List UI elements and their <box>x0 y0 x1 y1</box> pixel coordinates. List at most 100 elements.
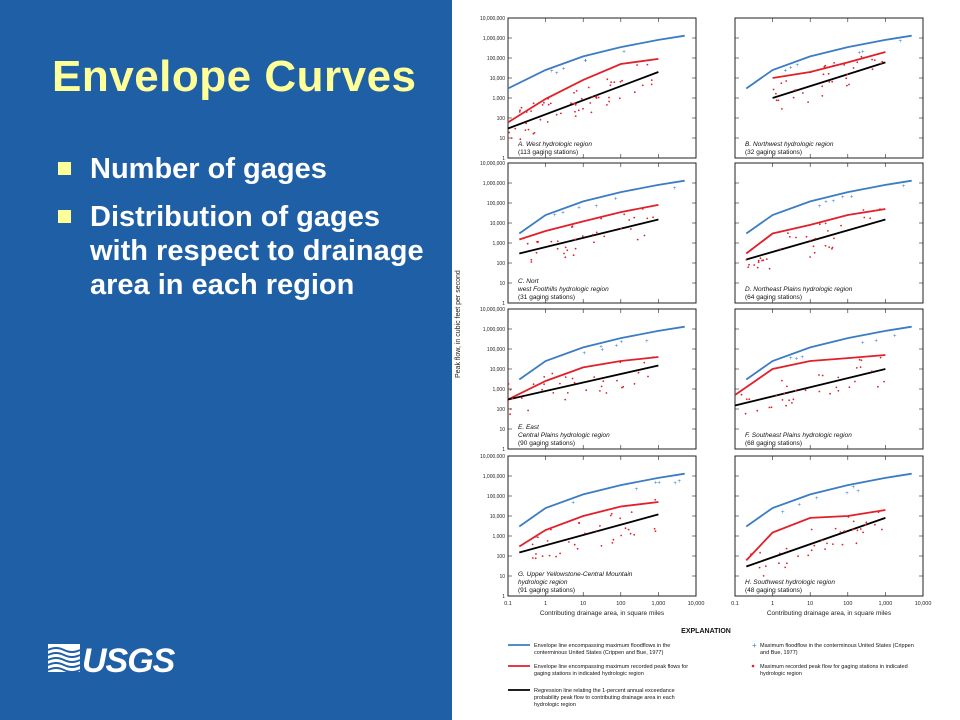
national-max-point: + <box>622 50 626 56</box>
x-tick-label: 1 <box>544 601 547 607</box>
regional-peak-point <box>530 261 533 263</box>
regional-peak-point <box>775 92 777 95</box>
regional-peak-point <box>786 562 788 565</box>
x-tick-label: 10 <box>807 601 813 607</box>
regional-peak-point <box>859 528 862 530</box>
y-tick-label: 100,000 <box>487 494 505 500</box>
national-envelope-line <box>745 179 912 235</box>
regional-peak-point <box>509 388 512 391</box>
regional-peak-point <box>764 565 767 568</box>
national-max-point: + <box>874 338 878 344</box>
x-tick-label: 1,000 <box>652 601 666 607</box>
regional-peak-point <box>877 385 879 388</box>
regional-peak-point <box>550 240 553 243</box>
national-max-point: + <box>599 345 603 351</box>
national-max-point: + <box>893 334 897 340</box>
bullet-text: Number of gages <box>90 153 327 185</box>
y-tick-label: 100,000 <box>487 347 505 353</box>
chart-panel-e: 1 10 100 1,000 10,000 100,000 1,000,000 10,000,… <box>480 307 697 453</box>
regional-peak-point <box>636 64 638 66</box>
regional-envelope-line <box>734 354 886 396</box>
regional-peak-point <box>573 543 576 546</box>
regional-peak-point <box>546 121 549 123</box>
national-max-point: + <box>673 481 677 487</box>
regional-peak-point <box>786 385 788 388</box>
regional-peak-point <box>845 77 848 80</box>
regional-peak-point <box>552 392 555 394</box>
national-max-point: + <box>850 195 854 201</box>
regional-peak-point <box>761 259 763 262</box>
regional-peak-point <box>543 101 545 104</box>
regional-peak-point <box>783 392 786 395</box>
regional-peak-point <box>560 112 562 115</box>
regional-peak-point <box>643 361 646 364</box>
national-max-point: + <box>861 341 865 347</box>
y-tick-label: 10,000 <box>490 514 506 520</box>
national-max-point: + <box>832 199 836 205</box>
regional-peak-point <box>770 406 773 409</box>
regional-peak-point <box>873 59 876 61</box>
y-tick-label: 100 <box>497 116 506 122</box>
regional-peak-point <box>740 393 743 396</box>
regional-peak-point <box>863 216 866 219</box>
regional-peak-point <box>633 383 636 385</box>
regional-peak-point <box>610 512 613 515</box>
legend-item-text: Maximum floodflow in the conterminous Un… <box>760 643 914 649</box>
regional-peak-point <box>832 543 834 545</box>
regional-peak-point <box>530 110 532 112</box>
regional-peak-point <box>602 380 605 383</box>
x-tick-label: 0.1 <box>504 601 512 607</box>
regional-peak-point <box>589 102 592 104</box>
national-max-point: + <box>577 206 581 212</box>
regional-peak-point <box>576 547 579 550</box>
regional-peak-point <box>599 525 601 527</box>
regional-peak-point <box>856 529 859 532</box>
national-max-point: + <box>815 496 819 502</box>
regional-peak-point <box>778 562 780 565</box>
regression-line <box>519 513 659 554</box>
regional-peak-point <box>527 128 530 131</box>
national-envelope-line <box>745 325 912 381</box>
regional-peak-point <box>572 254 575 257</box>
regional-peak-point <box>759 257 762 260</box>
y-tick-label: 100,000 <box>487 201 505 207</box>
legend-item-text: Envelope line encompassing maximum recor… <box>534 664 688 670</box>
regional-peak-point <box>821 85 824 88</box>
regional-peak-point <box>765 258 768 260</box>
regional-peak-point <box>619 80 622 83</box>
y-tick-label: 10,000,000 <box>480 161 505 167</box>
bullet-text: Distribution of gages with respect to dr… <box>90 201 424 301</box>
regional-peak-point <box>591 233 594 236</box>
regional-peak-point <box>524 129 527 132</box>
x-tick-label: 0.1 <box>731 601 739 607</box>
regional-peak-point <box>541 388 543 391</box>
regional-peak-point <box>606 78 609 81</box>
y-tick-label: 100 <box>497 407 506 413</box>
regional-peak-point <box>573 102 575 105</box>
regional-envelope-line <box>507 58 659 124</box>
regional-peak-point <box>527 409 529 412</box>
national-max-point: + <box>781 510 785 516</box>
regional-peak-point <box>772 88 775 91</box>
regional-peak-point <box>795 236 797 239</box>
y-tick-label: 10 <box>499 281 505 287</box>
regional-peak-point <box>855 542 858 545</box>
y-tick-label: 1 <box>502 447 505 453</box>
regional-peak-point <box>610 81 613 83</box>
regional-peak-point <box>762 575 765 577</box>
regional-peak-point <box>775 99 778 102</box>
x-tick-label: 10,000 <box>688 601 705 607</box>
regional-peak-point <box>827 72 830 75</box>
national-max-point: + <box>555 71 559 77</box>
national-max-point: + <box>614 197 618 203</box>
plot-frame <box>734 455 924 597</box>
regional-peak-point <box>612 538 615 541</box>
national-max-point: + <box>550 69 554 75</box>
legend-item-text: Envelope line encompassing maximum flood… <box>534 643 670 649</box>
regional-peak-point <box>539 118 542 121</box>
legend-item-text: hydrologic region <box>534 702 576 708</box>
legend-item-text: hydrologic region <box>760 671 802 677</box>
usgs-logo-text: USGS <box>82 642 176 680</box>
x-tick-label: 100 <box>843 601 852 607</box>
